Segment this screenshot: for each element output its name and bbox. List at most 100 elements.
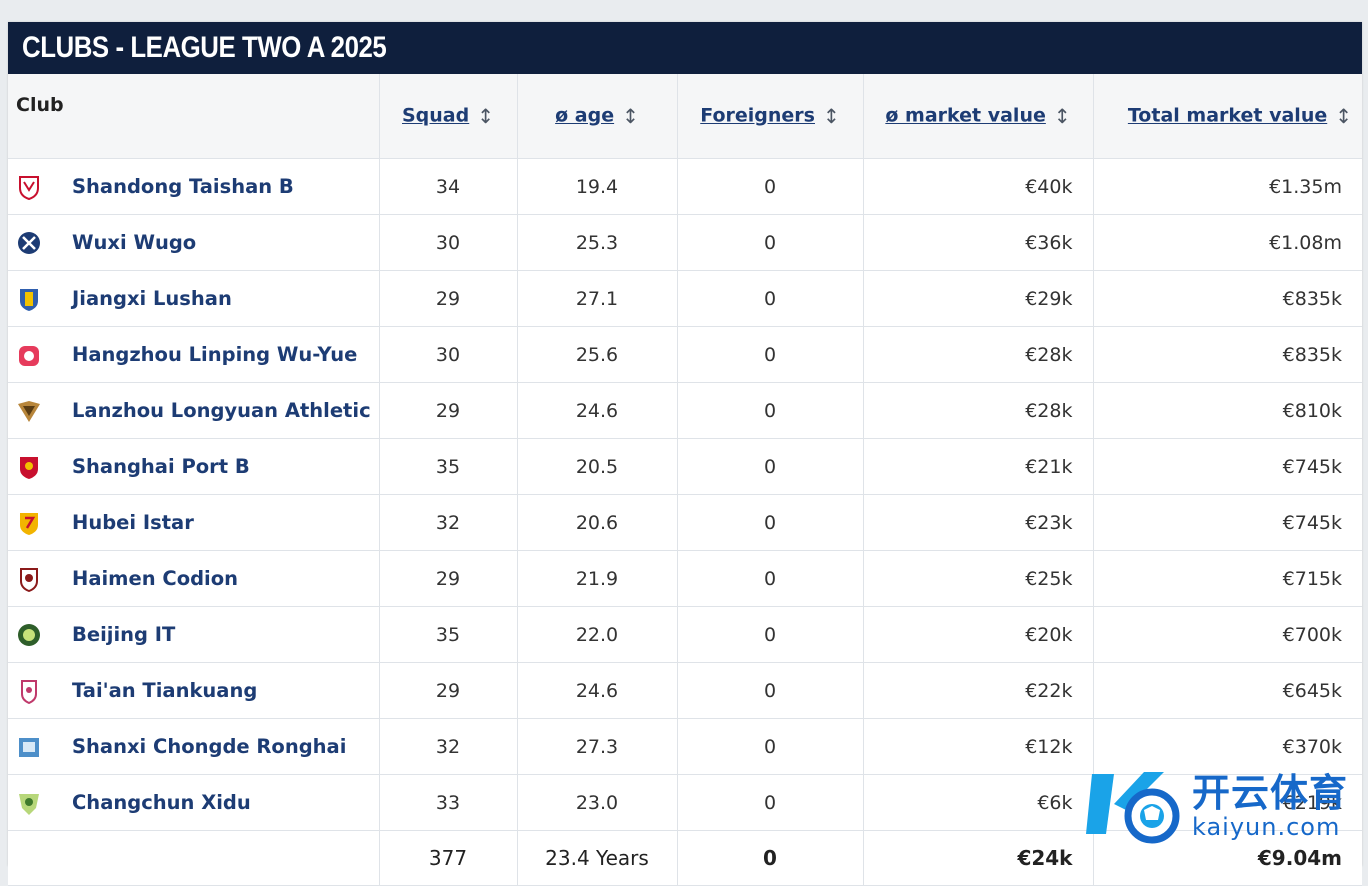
age-cell: 23.0 <box>517 774 678 831</box>
market-value-cell: €28k <box>863 382 1094 439</box>
squad-cell: 32 <box>379 718 518 775</box>
club-name-link[interactable]: Hangzhou Linping Wu-Yue <box>72 343 358 366</box>
squad-cell: 29 <box>379 550 518 607</box>
club-crest-icon[interactable] <box>16 566 42 592</box>
market-value-cell: €40k <box>863 158 1094 215</box>
header-age[interactable]: ø age ↕ <box>517 74 678 159</box>
club-crest-icon[interactable] <box>16 286 42 312</box>
market-value-cell: €28k <box>863 326 1094 383</box>
table-row: Jiangxi Lushan 29 27.1 0 €29k €835k <box>8 270 1362 327</box>
header-club-label: Club <box>16 94 64 116</box>
club-crest-icon[interactable] <box>16 734 42 760</box>
club-name-link[interactable]: Hubei Istar <box>72 511 194 534</box>
club-name-link[interactable]: Shanghai Port B <box>72 455 250 478</box>
market-value-cell: €6k <box>863 774 1094 831</box>
foreigners-cell: 0 <box>677 774 864 831</box>
sort-foreigners-link[interactable]: Foreigners <box>700 104 815 127</box>
squad-cell: 29 <box>379 382 518 439</box>
market-value-cell: €25k <box>863 550 1094 607</box>
club-cell: Wuxi Wugo <box>8 214 380 271</box>
header-squad[interactable]: Squad ↕ <box>379 74 518 159</box>
club-crest-icon[interactable] <box>16 510 42 536</box>
age-cell: 25.3 <box>517 214 678 271</box>
club-name-link[interactable]: Beijing IT <box>72 623 176 646</box>
foreigners-cell: 0 <box>677 158 864 215</box>
clubs-table-panel: CLUBS - LEAGUE TWO A 2025 Club Squad ↕ ø … <box>8 22 1362 886</box>
club-name-link[interactable]: Changchun Xidu <box>72 791 251 814</box>
sort-icon[interactable]: ↕ <box>622 104 639 128</box>
squad-cell: 33 <box>379 774 518 831</box>
table-row: Lanzhou Longyuan Athletic 29 24.6 0 €28k… <box>8 382 1362 439</box>
club-crest-icon[interactable] <box>16 174 42 200</box>
total-market-value-cell: €745k <box>1093 438 1362 495</box>
total-market-value-cell: €745k <box>1093 494 1362 551</box>
age-cell: 21.9 <box>517 550 678 607</box>
total-market-value-cell: €700k <box>1093 606 1362 663</box>
age-cell: 27.3 <box>517 718 678 775</box>
club-crest-icon[interactable] <box>16 790 42 816</box>
club-crest-icon[interactable] <box>16 678 42 704</box>
club-crest-icon[interactable] <box>16 342 42 368</box>
market-value-cell: €23k <box>863 494 1094 551</box>
club-cell: Haimen Codion <box>8 550 380 607</box>
sort-squad-link[interactable]: Squad <box>402 104 470 127</box>
total-market-value-cell: €645k <box>1093 662 1362 719</box>
club-crest-icon[interactable] <box>16 398 42 424</box>
market-value-cell: €29k <box>863 270 1094 327</box>
header-total-market-value[interactable]: Total market value ↕ <box>1093 74 1362 159</box>
table-row: Tai'an Tiankuang 29 24.6 0 €22k €645k <box>8 662 1362 719</box>
table-row: Shandong Taishan B 34 19.4 0 €40k €1.35m <box>8 158 1362 215</box>
squad-cell: 35 <box>379 438 518 495</box>
club-name-link[interactable]: Shanxi Chongde Ronghai <box>72 735 347 758</box>
table-row: Haimen Codion 29 21.9 0 €25k €715k <box>8 550 1362 607</box>
squad-cell: 34 <box>379 158 518 215</box>
table-row: Hubei Istar 32 20.6 0 €23k €745k <box>8 494 1362 551</box>
club-cell: Beijing IT <box>8 606 380 663</box>
sort-total-market-value-link[interactable]: Total market value <box>1127 104 1328 127</box>
club-cell: Hubei Istar <box>8 494 380 551</box>
club-cell: Lanzhou Longyuan Athletic <box>8 382 380 439</box>
total-market-value-cell: €1.35m <box>1093 158 1362 215</box>
squad-cell: 32 <box>379 494 518 551</box>
age-cell: 25.6 <box>517 326 678 383</box>
age-cell: 24.6 <box>517 382 678 439</box>
sort-icon[interactable]: ↕ <box>822 104 840 128</box>
sort-icon[interactable]: ↕ <box>1053 104 1071 128</box>
club-name-link[interactable]: Lanzhou Longyuan Athletic <box>72 399 371 422</box>
market-value-cell: €21k <box>863 438 1094 495</box>
club-name-link[interactable]: Shandong Taishan B <box>72 175 294 198</box>
foreigners-cell: 0 <box>677 270 864 327</box>
header-foreigners[interactable]: Foreigners ↕ <box>677 74 864 159</box>
foreigners-cell: 0 <box>677 382 864 439</box>
sort-market-value-link[interactable]: ø market value <box>885 104 1046 127</box>
age-cell: 20.6 <box>517 494 678 551</box>
club-crest-icon[interactable] <box>16 230 42 256</box>
header-market-value[interactable]: ø market value ↕ <box>863 74 1094 159</box>
total-market-value-cell: €810k <box>1093 382 1362 439</box>
age-cell: 19.4 <box>517 158 678 215</box>
sort-icon[interactable]: ↕ <box>1335 104 1352 128</box>
table-row: Hangzhou Linping Wu-Yue 30 25.6 0 €28k €… <box>8 326 1362 383</box>
club-name-link[interactable]: Tai'an Tiankuang <box>72 679 258 702</box>
foreigners-cell: 0 <box>677 606 864 663</box>
total-market-value-cell: €1.08m <box>1093 214 1362 271</box>
market-value-cell: €12k <box>863 718 1094 775</box>
table-header-row: Club Squad ↕ ø age ↕ Foreigners ↕ ø market … <box>8 74 1362 159</box>
squad-cell: 29 <box>379 270 518 327</box>
table-row: Shanghai Port B 35 20.5 0 €21k €745k <box>8 438 1362 495</box>
club-cell: Shanxi Chongde Ronghai <box>8 718 380 775</box>
age-cell: 24.6 <box>517 662 678 719</box>
foreigners-cell: 0 <box>677 662 864 719</box>
club-cell: Hangzhou Linping Wu-Yue <box>8 326 380 383</box>
totals-label-cell <box>8 830 380 886</box>
club-name-link[interactable]: Jiangxi Lushan <box>72 287 232 310</box>
sort-age-link[interactable]: ø age <box>555 104 615 127</box>
totals-foreigners: 0 <box>677 830 864 886</box>
age-cell: 20.5 <box>517 438 678 495</box>
club-name-link[interactable]: Haimen Codion <box>72 567 239 590</box>
club-crest-icon[interactable] <box>16 454 42 480</box>
club-crest-icon[interactable] <box>16 622 42 648</box>
sort-icon[interactable]: ↕ <box>477 104 494 128</box>
total-market-value-cell: €219k <box>1093 774 1362 831</box>
club-name-link[interactable]: Wuxi Wugo <box>72 231 197 254</box>
